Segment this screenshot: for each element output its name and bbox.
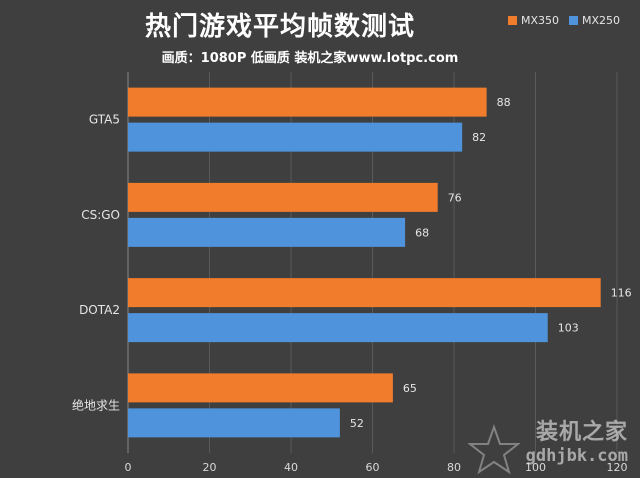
- x-tick-label: 80: [447, 461, 461, 474]
- chart-title: 热门游戏平均帧数测试: [144, 12, 415, 42]
- x-tick-label: 20: [203, 461, 217, 474]
- x-tick-label: 60: [366, 461, 380, 474]
- data-label: 52: [350, 417, 364, 430]
- data-label: 65: [403, 382, 417, 395]
- legend-swatch-mx250: [569, 16, 579, 25]
- bar-mx350-2: [128, 278, 601, 308]
- bar-mx350-1: [128, 182, 438, 212]
- category-label: CS:GO: [81, 208, 120, 222]
- category-label: DOTA2: [79, 303, 120, 317]
- watermark-site: gdhjbk.com: [525, 446, 628, 466]
- data-label: 76: [448, 191, 462, 204]
- legend-label-mx350: MX350: [521, 14, 560, 27]
- data-label: 88: [497, 96, 511, 109]
- x-tick-label: 0: [125, 461, 132, 474]
- category-label: GTA5: [89, 113, 120, 127]
- bar-mx350-0: [128, 87, 487, 117]
- category-label: 绝地求生: [72, 397, 120, 412]
- watermark: 装机之家 gdhjbk.com: [526, 414, 628, 466]
- data-label: 116: [611, 287, 632, 300]
- bar-mx250-3: [128, 408, 340, 438]
- star-watermark-icon: [468, 424, 520, 475]
- bar-mx250-2: [128, 313, 548, 343]
- watermark-brand: 装机之家: [535, 420, 628, 445]
- legend-item-mx250: MX250: [569, 14, 620, 27]
- data-label: 68: [415, 226, 429, 239]
- legend-swatch-mx350: [508, 16, 517, 25]
- legend-item-mx350: MX350: [508, 14, 559, 27]
- bar-mx350-3: [128, 373, 393, 403]
- bar-mx250-1: [128, 217, 406, 247]
- data-label: 103: [558, 322, 579, 335]
- chart-subtitle: 画质：1080P 低画质 装机之家www.lotpc.com: [161, 51, 459, 66]
- bar-mx250-0: [128, 122, 463, 152]
- legend: MX350 MX250: [508, 14, 620, 27]
- data-label: 82: [472, 131, 486, 144]
- x-tick-label: 40: [284, 461, 298, 474]
- legend-label-mx250: MX250: [582, 14, 621, 27]
